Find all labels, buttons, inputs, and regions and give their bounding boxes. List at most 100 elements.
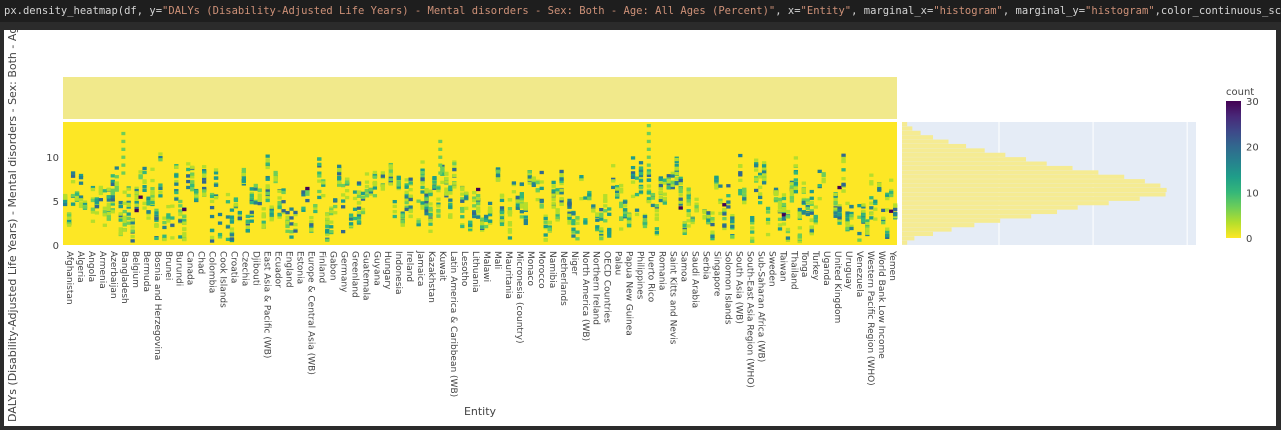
heatmap-cell: [428, 212, 433, 217]
heatmap-cell: [162, 237, 167, 242]
heatmap-cell: [404, 207, 409, 212]
heatmap-cell: [714, 185, 719, 189]
heatmap-cell: [583, 220, 588, 224]
heatmap-cell: [424, 200, 429, 204]
heatmap-cell: [66, 216, 72, 220]
heatmap-cell: [360, 195, 366, 199]
heatmap-cell: [881, 216, 886, 220]
x-tick-label: Croatia: [229, 251, 239, 283]
heatmap-cell: [615, 195, 620, 199]
heatmap-cell: [559, 188, 564, 192]
heatmap-cell: [678, 199, 683, 203]
heatmap-cell: [174, 189, 179, 193]
heatmap-cell: [121, 171, 126, 175]
heatmap-cell: [777, 217, 783, 221]
marginal-y-bar: [902, 179, 1145, 184]
x-tick-label: Sub-Saharan Africa (WB): [755, 251, 765, 362]
heatmap-cell: [202, 177, 207, 181]
heatmap-cell: [507, 228, 513, 232]
heatmap-cell: [480, 228, 485, 232]
heatmap-cell: [337, 166, 342, 170]
x-tick-label: Western Pacific Region (WHO): [865, 251, 875, 386]
heatmap-cell: [82, 202, 88, 207]
heatmap-cell: [380, 187, 385, 191]
heatmap-cell: [662, 201, 667, 205]
heatmap-cell: [793, 181, 799, 186]
heatmap-cell: [182, 237, 187, 242]
heatmap-cell: [126, 193, 131, 198]
heatmap-cell: [257, 188, 262, 193]
heatmap-cell: [638, 171, 644, 176]
heatmap-cell: [404, 205, 409, 209]
x-tick-label: Yemen: [887, 250, 897, 281]
marginal-y-histogram: [902, 122, 1167, 245]
heatmap-cell: [321, 183, 326, 187]
heatmap-cell: [789, 196, 795, 200]
heatmap-cell: [388, 164, 393, 168]
heatmap-cell: [70, 180, 76, 184]
heatmap-cell: [543, 214, 548, 218]
x-tick-label: Tonga: [799, 250, 809, 277]
heatmap-cell: [559, 190, 564, 195]
heatmap-cell: [642, 215, 648, 219]
heatmap-cell: [396, 176, 401, 181]
heatmap-cell: [750, 226, 755, 230]
heatmap-cell: [619, 201, 624, 205]
heatmap-cell: [507, 210, 513, 214]
heatmap-cell: [424, 209, 429, 213]
heatmap-cell: [352, 196, 358, 201]
heatmap-cell: [213, 176, 219, 180]
heatmap-cell: [408, 194, 413, 198]
heatmap-cell: [460, 187, 465, 192]
heatmap-cell: [686, 209, 691, 213]
heatmap-cell: [460, 209, 465, 213]
heatmap-cell: [122, 219, 127, 223]
heatmap-cell: [142, 166, 147, 171]
x-tick-label: Ecuador: [273, 251, 283, 288]
heatmap-cell: [551, 205, 556, 209]
heatmap-cell: [615, 184, 620, 189]
heatmap-cell: [519, 205, 524, 209]
x-tick-label: Guyana: [371, 251, 381, 286]
heatmap-cell: [174, 179, 179, 184]
heatmap-cell: [626, 213, 632, 217]
x-tick-label: Canada: [185, 251, 195, 285]
heatmap-cell: [98, 189, 104, 193]
heatmap-cell: [404, 185, 409, 189]
heatmap-cell: [480, 225, 485, 229]
y-tick-label: 10: [46, 153, 59, 164]
marginal-y-bar: [902, 209, 1058, 215]
marginal-y-bar: [902, 135, 934, 140]
heatmap-cell: [245, 228, 250, 233]
heatmap-cell: [857, 238, 862, 242]
heatmap-cell: [575, 230, 580, 234]
x-tick-label: South-East Asia Region (WHO): [744, 251, 754, 388]
heatmap-cell: [607, 207, 612, 211]
heatmap-cell: [325, 238, 330, 242]
heatmap-cell: [321, 179, 326, 183]
heatmap-cell: [706, 220, 711, 225]
heatmap-cell: [487, 209, 493, 214]
heatmap-cell: [758, 172, 763, 177]
heatmap-cell: [249, 197, 254, 201]
heatmap-cell: [622, 208, 628, 212]
heatmap-cell: [555, 210, 560, 215]
marginal-y-bar: [902, 231, 934, 237]
heatmap-cell: [110, 192, 115, 196]
heatmap-cell: [432, 178, 437, 182]
code-mid3: , marginal_y=: [1002, 5, 1086, 17]
heatmap-cell: [885, 227, 890, 231]
heatmap-cell: [146, 216, 151, 220]
heatmap-cell: [551, 193, 556, 197]
heatmap-cell: [438, 155, 443, 159]
heatmap-cell: [269, 205, 274, 209]
x-tick-label: Saudi Arabia: [690, 251, 700, 308]
heatmap-cell: [499, 206, 505, 210]
heatmap-cell: [789, 182, 795, 186]
heatmap-cell: [801, 211, 806, 215]
code-mid2: , marginal_x=: [851, 5, 934, 17]
heatmap-cell: [571, 234, 576, 238]
heatmap-cell: [424, 203, 429, 207]
heatmap-cell: [408, 205, 413, 209]
heatmap-cell: [567, 198, 572, 203]
